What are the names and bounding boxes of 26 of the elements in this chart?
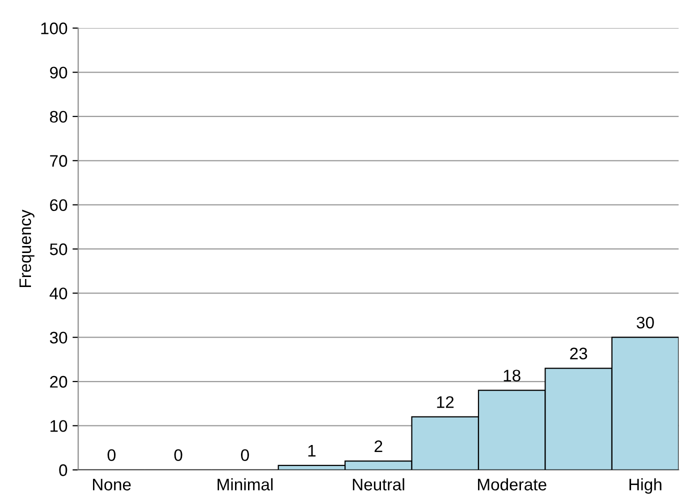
y-tick-label: 60 bbox=[50, 199, 68, 212]
y-tick-label: 20 bbox=[50, 376, 68, 388]
y-tick-label: 0 bbox=[59, 464, 68, 476]
data-label: 0 bbox=[108, 449, 116, 462]
x-tick-label: None bbox=[93, 478, 131, 490]
data-label: 0 bbox=[241, 449, 249, 462]
y-tick-label: 70 bbox=[50, 155, 68, 167]
y-tick-label: 10 bbox=[50, 420, 68, 432]
y-tick-label: 80 bbox=[50, 110, 68, 123]
y-tick-label: 40 bbox=[50, 288, 68, 300]
y-axis-title: Frequency bbox=[20, 210, 34, 287]
y-tick-label: 50 bbox=[50, 243, 68, 256]
y-tick-label: 100 bbox=[41, 22, 68, 34]
data-label: 12 bbox=[437, 396, 454, 408]
y-tick-label: 30 bbox=[50, 332, 68, 344]
data-label: 30 bbox=[636, 316, 654, 328]
data-label: 23 bbox=[570, 348, 588, 360]
data-label: 18 bbox=[504, 370, 520, 382]
x-tick-label: Minimal bbox=[218, 478, 273, 490]
x-tick-label: High bbox=[630, 478, 662, 494]
data-label: 0 bbox=[174, 449, 182, 462]
data-label: 1 bbox=[308, 444, 316, 456]
data-label: 2 bbox=[374, 440, 382, 452]
x-tick-label: Moderate bbox=[478, 478, 546, 490]
x-tick-label: Neutral bbox=[352, 478, 404, 490]
y-tick-label: 90 bbox=[50, 66, 68, 78]
